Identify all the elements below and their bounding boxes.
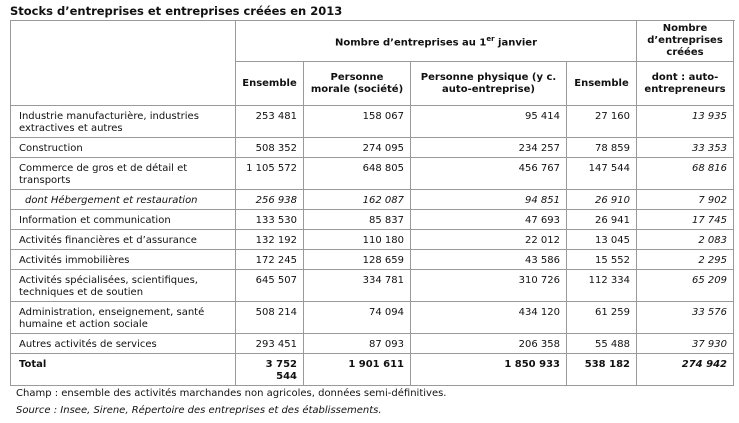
cell-value: 538 182 — [566, 353, 637, 386]
cell-value: 158 067 — [303, 105, 411, 138]
cell-value: 26 910 — [566, 189, 637, 210]
cell-value: 274 095 — [303, 137, 411, 158]
cell-value: 95 414 — [410, 105, 567, 138]
cell-value: 253 481 — [235, 105, 304, 138]
cell-value: 293 451 — [235, 333, 304, 354]
group-header: Nombre d’entreprises au 1er janvier — [235, 20, 637, 62]
cell-value: 68 816 — [636, 157, 734, 190]
corner-cell — [10, 20, 236, 106]
row-label: dont Hébergement et restauration — [10, 189, 236, 210]
cell-value: 94 851 — [410, 189, 567, 210]
cell-value: 87 093 — [303, 333, 411, 354]
table-row: Commerce de gros et de détail et transpo… — [10, 157, 734, 190]
cell-value: 110 180 — [303, 229, 411, 250]
cell-value: 256 938 — [235, 189, 304, 210]
cell-value: 147 544 — [566, 157, 637, 190]
notes: Champ : ensemble des activités marchande… — [16, 385, 447, 419]
table-row: Autres activités de services 293 451 87 09… — [10, 333, 734, 354]
cell-value: 206 358 — [410, 333, 567, 354]
cell-value: 334 781 — [303, 269, 411, 302]
table-row: Activités financières et d’assurance 132 … — [10, 229, 734, 250]
cell-value: 2 295 — [636, 249, 734, 270]
data-table: Nombre d’entreprises au 1er janvier Nomb… — [10, 20, 734, 386]
cell-value: 47 693 — [410, 209, 567, 230]
cell-value: 128 659 — [303, 249, 411, 270]
cell-value: 78 859 — [566, 137, 637, 158]
cell-value: 74 094 — [303, 301, 411, 334]
cell-value: 112 334 — [566, 269, 637, 302]
table-row: Activités immobilières 172 245 128 659 43 5… — [10, 249, 734, 270]
row-label: Activités financières et d’assurance — [10, 229, 236, 250]
group-text: janvier — [494, 37, 537, 49]
column-header: Ensemble — [235, 61, 304, 106]
table-row: Administration, enseignement, santé huma… — [10, 301, 734, 334]
column-header: dont : auto-entrepreneurs — [636, 61, 734, 106]
cell-value: 172 245 — [235, 249, 304, 270]
cell-value: 43 586 — [410, 249, 567, 270]
cell-value: 61 259 — [566, 301, 637, 334]
cell-value: 3 752 544 — [235, 353, 304, 386]
cell-value: 274 942 — [636, 353, 734, 386]
cell-value: 13 935 — [636, 105, 734, 138]
cell-value: 133 530 — [235, 209, 304, 230]
row-label: Total — [10, 353, 236, 386]
row-label: Activités spécialisées, scientifiques, t… — [10, 269, 236, 302]
cell-value: 33 576 — [636, 301, 734, 334]
note: Champ : ensemble des activités marchande… — [16, 388, 447, 399]
cell-value: 508 352 — [235, 137, 304, 158]
table-title: Stocks d’entreprises et entreprises créé… — [10, 4, 343, 18]
cell-value: 434 120 — [410, 301, 567, 334]
table-row: Information et communication 133 530 85 83… — [10, 209, 734, 230]
row-label: Construction — [10, 137, 236, 158]
row-label: Activités immobilières — [10, 249, 236, 270]
row-label: Administration, enseignement, santé huma… — [10, 301, 236, 334]
row-label: Information et communication — [10, 209, 236, 230]
cell-value: 13 045 — [566, 229, 637, 250]
cell-value: 7 902 — [636, 189, 734, 210]
cell-value: 37 930 — [636, 333, 734, 354]
cell-value: 508 214 — [235, 301, 304, 334]
cell-value: 1 105 572 — [235, 157, 304, 190]
group-text: Nombre d’entreprises au 1 — [335, 37, 487, 49]
table-body: Industrie manufacturière, industries ext… — [10, 105, 734, 386]
column-header: Personne physique (y c. auto-entreprise) — [410, 61, 567, 106]
cell-value: 645 507 — [235, 269, 304, 302]
cell-value: 648 805 — [303, 157, 411, 190]
header-row: Ensemble Personne morale (société) Personn… — [11, 61, 734, 106]
cell-value: 1 901 611 — [303, 353, 411, 386]
cell-value: 162 087 — [303, 189, 411, 210]
note: Source : Insee, Sirene, Répertoire des e… — [16, 405, 382, 416]
cell-value: 132 192 — [235, 229, 304, 250]
table-row: Industrie manufacturière, industries ext… — [10, 105, 734, 138]
cell-value: 27 160 — [566, 105, 637, 138]
cell-value: 85 837 — [303, 209, 411, 230]
header-row: Nombre d’entreprises au 1er janvier Nomb… — [10, 20, 734, 106]
cell-value: 15 552 — [566, 249, 637, 270]
row-label: Autres activités de services — [10, 333, 236, 354]
cell-value: 33 353 — [636, 137, 734, 158]
cell-value: 1 850 933 — [410, 353, 567, 386]
cell-value: 17 745 — [636, 209, 734, 230]
cell-value: 55 488 — [566, 333, 637, 354]
column-header: Ensemble — [566, 61, 637, 106]
cell-value: 310 726 — [410, 269, 567, 302]
cell-value: 2 083 — [636, 229, 734, 250]
cell-value: 22 012 — [410, 229, 567, 250]
row-label: Industrie manufacturière, industries ext… — [10, 105, 236, 138]
cell-value: 234 257 — [410, 137, 567, 158]
group-header: Nombre d’entreprises créées — [636, 20, 734, 62]
table-row: Construction 508 352 274 095 234 257 78 859 3… — [10, 137, 734, 158]
column-header: Personne morale (société) — [303, 61, 411, 106]
cell-value: 26 941 — [566, 209, 637, 230]
table-row: Activités spécialisées, scientifiques, t… — [10, 269, 734, 302]
table-row: Total 3 752 544 1 901 611 1 850 933 538 182 2… — [10, 353, 734, 386]
table-row: dont Hébergement et restauration 256 938 1… — [10, 189, 734, 210]
cell-value: 65 209 — [636, 269, 734, 302]
superscript: er — [486, 34, 495, 43]
row-label: Commerce de gros et de détail et transpo… — [10, 157, 236, 190]
cell-value: 456 767 — [410, 157, 567, 190]
